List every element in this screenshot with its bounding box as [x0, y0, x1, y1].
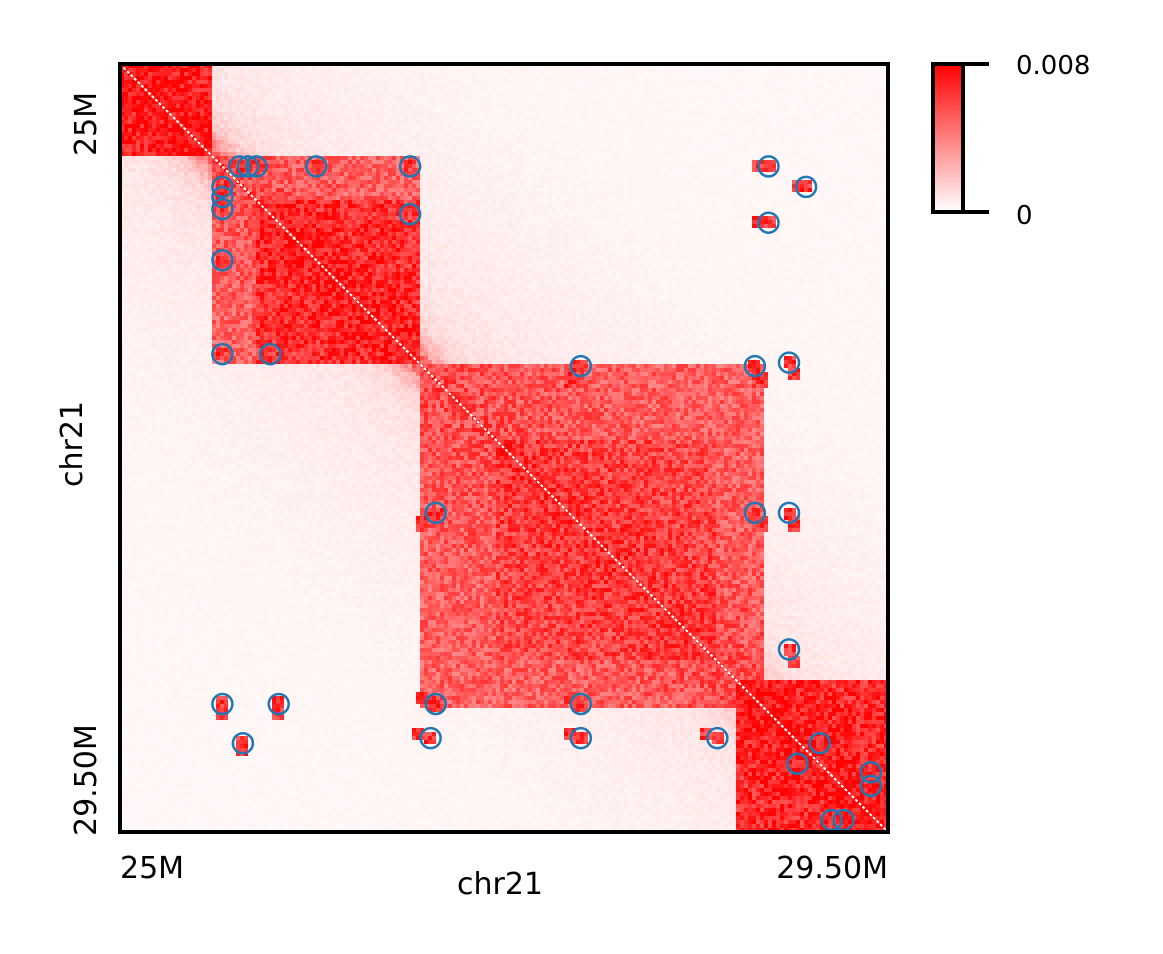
loop-marker [228, 155, 251, 178]
loop-marker [777, 638, 801, 661]
loop-marker [211, 175, 234, 199]
diagonal-line [119, 63, 889, 833]
loop-marker [743, 501, 767, 525]
loop-marker [569, 692, 593, 716]
loop-marker [236, 155, 260, 178]
loop-marker [777, 501, 801, 525]
loop-marker [859, 761, 883, 784]
loop-marker [398, 155, 422, 178]
y-tick-label-start: 25M [69, 92, 104, 156]
loop-marker [757, 155, 780, 178]
diagonal-line [119, 63, 889, 833]
loop-marker [794, 175, 818, 199]
y-axis-label: chr21 [55, 401, 90, 487]
loop-marker [424, 692, 447, 716]
loop-marker [569, 726, 593, 750]
loop-marker [245, 155, 268, 178]
x-tick-label-end: 29.50M [776, 851, 888, 886]
loop-marker [211, 185, 234, 209]
loop-marker [231, 732, 255, 755]
loop-marker [267, 692, 290, 716]
y-tick-label-end: 29.50M [69, 724, 104, 836]
loop-marker [211, 342, 234, 366]
loop-marker [211, 692, 234, 716]
loop-marker [777, 351, 801, 374]
loop-marker [258, 342, 282, 366]
loop-marker [211, 197, 234, 221]
loop-markers [211, 155, 883, 832]
loop-marker [398, 202, 422, 226]
loop-marker [424, 501, 447, 525]
x-axis-label: chr21 [457, 867, 543, 902]
loop-marker [419, 726, 442, 750]
loop-marker [743, 354, 767, 378]
loop-marker [569, 354, 593, 378]
colorbar-max-label: 0.008 [1016, 51, 1090, 81]
colorbar-min-label: 0 [1016, 201, 1033, 231]
loop-marker [859, 774, 883, 798]
loop-marker [786, 752, 809, 775]
loop-marker [211, 249, 234, 272]
loop-marker [305, 155, 328, 178]
loop-marker [706, 726, 729, 750]
plot-frame [118, 62, 890, 834]
loop-marker [757, 211, 780, 234]
x-tick-label-start: 25M [120, 851, 184, 886]
colorbar [931, 62, 965, 214]
loop-marker [808, 732, 831, 755]
